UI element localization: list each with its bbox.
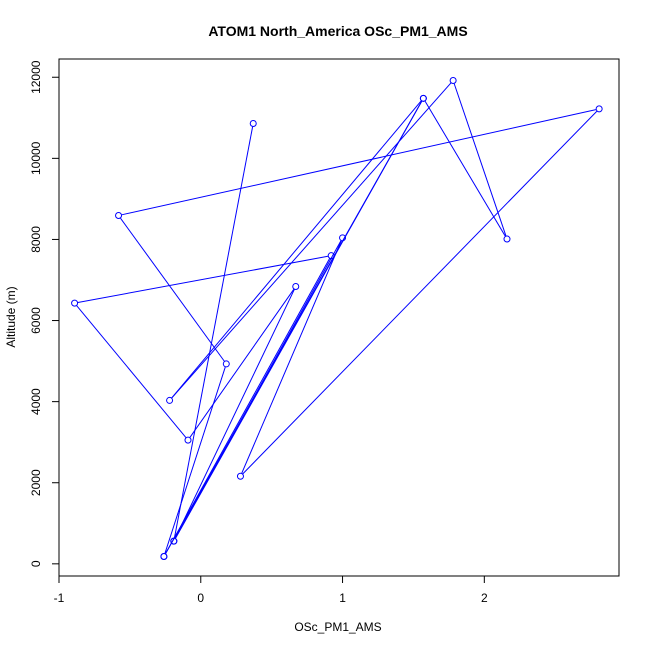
series-segment: [242, 110, 598, 475]
data-point: [166, 396, 174, 404]
data-point: [292, 282, 300, 290]
y-axis: 0 2000 4000 6000 8000 10000 12000: [29, 60, 60, 567]
series-segment: [424, 100, 506, 237]
x-tick-label: -1: [54, 591, 65, 605]
x-tick-label: 1: [339, 591, 346, 605]
y-tick-label: 0: [29, 560, 43, 567]
series-segment: [171, 82, 452, 399]
chart-title: ATOM1 North_America OSc_PM1_AMS: [208, 23, 467, 39]
data-point: [249, 119, 257, 127]
data-point: [115, 212, 123, 220]
series-segment: [175, 100, 423, 539]
data-point: [184, 436, 192, 444]
y-tick-label: 2000: [29, 469, 43, 496]
series-segment: [121, 109, 597, 216]
data-point: [71, 299, 79, 307]
x-axis-label: OSc_PM1_AMS: [294, 620, 381, 634]
data-point: [503, 235, 511, 243]
y-tick-label: 4000: [29, 388, 43, 415]
series-segment: [76, 305, 187, 438]
data-point: [327, 252, 335, 260]
data-point: [236, 472, 244, 480]
y-tick-label: 10000: [29, 141, 43, 175]
x-axis: -1 0 1 2: [54, 575, 488, 605]
series-segment: [174, 289, 295, 539]
x-tick-label: 0: [197, 591, 204, 605]
data-point: [449, 76, 457, 84]
series-segment: [77, 255, 329, 303]
y-tick-label: 12000: [29, 60, 43, 94]
x-tick-label: 2: [481, 591, 488, 605]
y-tick-label: 6000: [29, 307, 43, 334]
series-segment: [171, 100, 422, 399]
y-axis-label: Altitude (m): [4, 286, 18, 347]
series-segment: [164, 366, 226, 554]
series-segment: [120, 217, 225, 362]
series-segment: [189, 288, 295, 438]
series-segment: [241, 240, 342, 474]
data-point: [419, 94, 427, 102]
data-point: [222, 360, 230, 368]
data-point: [595, 105, 603, 113]
series-segment: [173, 126, 254, 538]
plot-frame: [58, 58, 620, 577]
data-point: [170, 537, 178, 545]
data-point: [160, 553, 168, 561]
series-layer: [71, 76, 603, 561]
y-tick-label: 8000: [29, 226, 43, 253]
data-point: [339, 234, 347, 242]
series-segment: [453, 83, 507, 237]
